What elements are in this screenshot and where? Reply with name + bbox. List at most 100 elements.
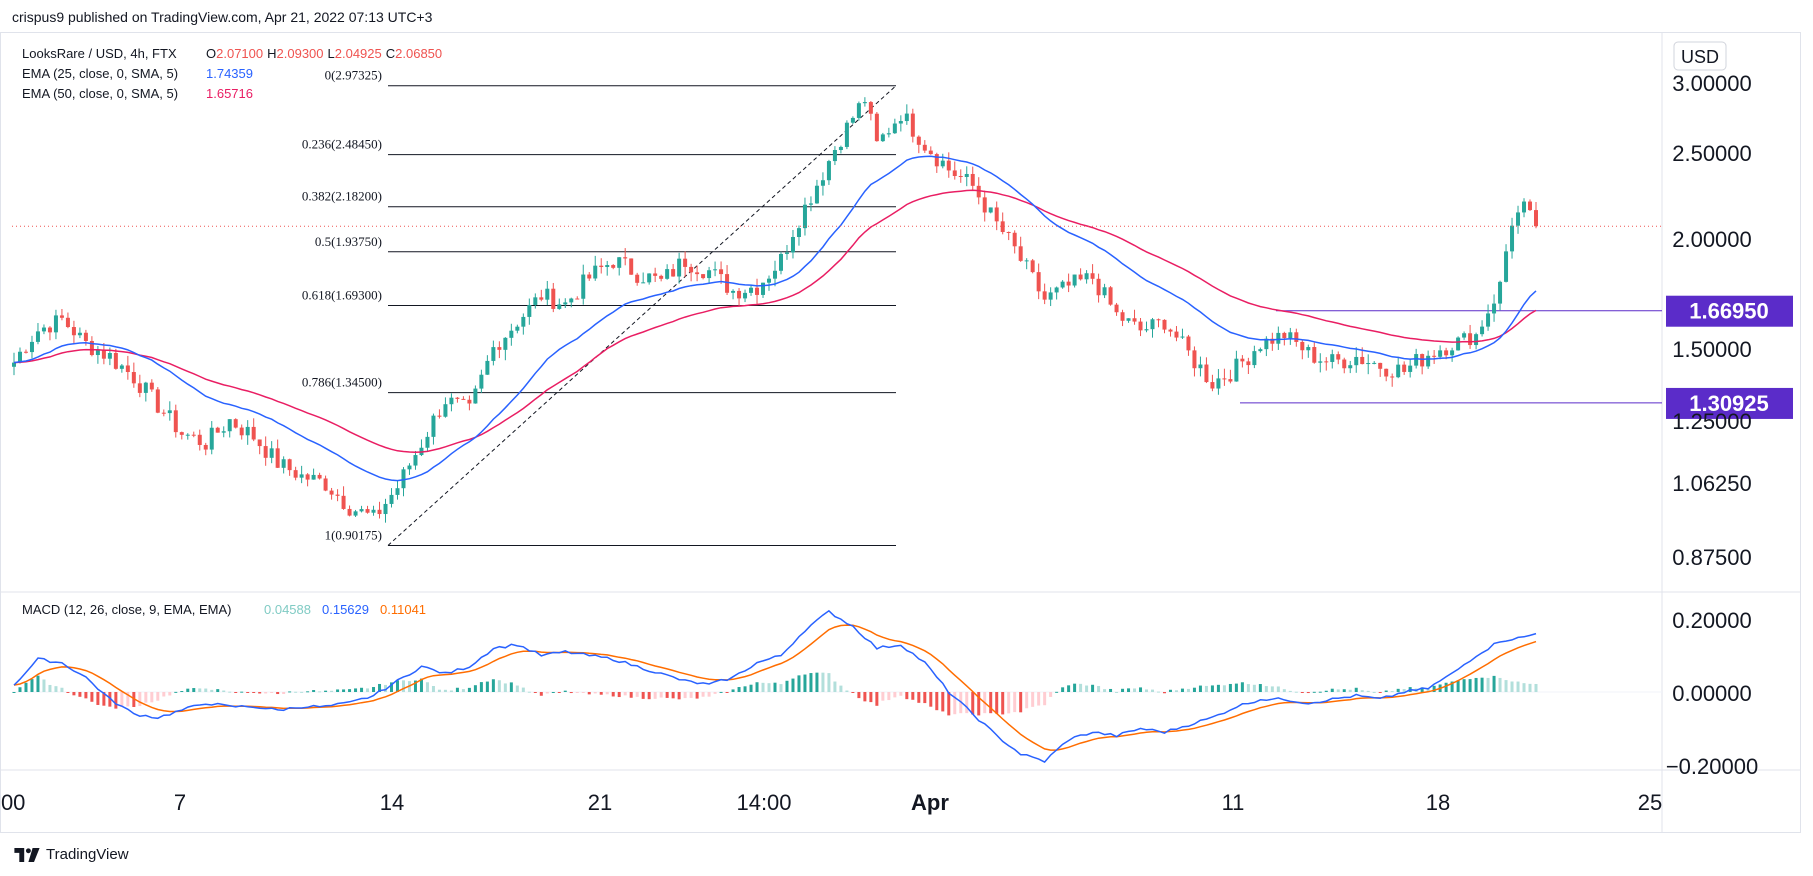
macd-histogram-bar xyxy=(875,692,879,706)
candle-body xyxy=(1246,361,1251,366)
candle-body xyxy=(1462,333,1467,338)
macd-histogram-bar xyxy=(1252,684,1256,692)
macd-histogram-bar xyxy=(779,684,783,692)
horizontal-levels[interactable]: 1.66950 1.30925 xyxy=(1240,295,1793,419)
currency-label: USD xyxy=(1681,47,1719,67)
time-tick-label: 3:00 xyxy=(0,790,25,815)
time-tick-label: 18 xyxy=(1426,790,1450,815)
fibonacci-retracement[interactable]: 0(2.97325) 0.236(2.48450) 0.382(2.18200) 0.… xyxy=(302,68,897,546)
macd-histogram-bar xyxy=(899,692,903,696)
macd-histogram-bar xyxy=(941,692,945,712)
macd-histogram-bar xyxy=(24,682,28,692)
legend-ema50-label[interactable]: EMA (50, close, 0, SMA, 5) xyxy=(22,86,178,101)
macd-histogram-bar xyxy=(767,683,771,692)
candle-body xyxy=(922,144,927,151)
fib-level-label: 0.382(2.18200) xyxy=(302,189,382,204)
macd-line xyxy=(13,609,1537,764)
candle-body xyxy=(1186,336,1191,351)
candle-body xyxy=(1030,260,1035,273)
candle-body xyxy=(826,161,831,181)
legend-macd-signal: 0.11041 xyxy=(380,602,426,617)
candle-body xyxy=(1324,361,1329,363)
macd-histogram-bar xyxy=(557,692,561,693)
legend-macd-label[interactable]: MACD (12, 26, close, 9, EMA, EMA) xyxy=(22,602,232,617)
candle-body xyxy=(1168,329,1173,332)
macd-histogram-bar xyxy=(1073,683,1077,692)
candle-body xyxy=(1348,365,1353,369)
macd-histogram-bar xyxy=(78,692,82,697)
candle-body xyxy=(814,185,819,204)
candle-body xyxy=(443,404,448,417)
candle-body xyxy=(767,278,772,283)
macd-histogram-bar xyxy=(1282,689,1286,692)
macd-histogram-bar xyxy=(1348,689,1352,692)
candle-body xyxy=(802,204,807,229)
candle-body xyxy=(389,494,394,504)
candle-body xyxy=(1270,338,1275,344)
candle-body xyxy=(856,103,861,118)
macd-histogram-bar xyxy=(90,692,94,702)
macd-tick-label: 0.20000 xyxy=(1672,608,1752,633)
candle-body xyxy=(605,265,610,268)
candle-body xyxy=(89,340,94,356)
macd-histogram-bar xyxy=(1294,691,1298,693)
legend-ema25-value: 1.74359 xyxy=(206,66,253,81)
candle-body xyxy=(557,304,562,309)
ohlc-value: 2.04925 xyxy=(335,46,382,61)
candle-body xyxy=(659,275,664,279)
macd-histogram-bar xyxy=(623,692,627,696)
macd-histogram-bar xyxy=(1121,688,1125,692)
macd-histogram-bar xyxy=(288,691,292,693)
candle-body xyxy=(1366,363,1371,365)
candle-body xyxy=(347,508,352,516)
candle-body xyxy=(874,113,879,142)
macd-histogram-bar xyxy=(701,692,705,697)
macd-pane xyxy=(12,609,1662,764)
macd-histogram-bar xyxy=(300,691,304,693)
macd-histogram-bar xyxy=(755,682,759,692)
macd-histogram-bar xyxy=(1204,685,1208,692)
candle-body xyxy=(689,266,694,273)
macd-histogram-bar xyxy=(539,692,543,696)
candle-body xyxy=(569,298,574,303)
candle-body xyxy=(946,160,951,171)
macd-histogram-bar xyxy=(1516,681,1520,692)
candle-body xyxy=(1264,338,1269,350)
candle-body xyxy=(269,448,274,458)
macd-histogram-bar xyxy=(977,692,981,716)
candle-body xyxy=(233,419,238,428)
candle-body xyxy=(1180,336,1185,338)
candle-body xyxy=(910,113,915,137)
macd-histogram-bar xyxy=(1067,685,1071,692)
time-tick-label: 14:00 xyxy=(736,790,791,815)
macd-histogram-bar xyxy=(569,692,573,694)
candles xyxy=(12,97,1538,523)
candle-body xyxy=(29,341,34,353)
macd-histogram-bar xyxy=(683,692,687,699)
fib-trend-line[interactable] xyxy=(387,85,897,546)
legend: LooksRare / USD, 4h, FTX O2.07100 H2.0930… xyxy=(22,41,1727,617)
macd-histogram-bar xyxy=(1444,682,1448,692)
macd-histogram-bar xyxy=(461,689,465,692)
candle-body xyxy=(65,317,70,328)
time-tick-label: Apr xyxy=(911,790,949,815)
candle-body xyxy=(892,123,897,134)
candle-body xyxy=(305,474,310,480)
macd-histogram-bar xyxy=(84,692,88,699)
footer-brand[interactable]: TradingView xyxy=(14,846,129,863)
candle-body xyxy=(1372,362,1377,364)
macd-histogram-bar xyxy=(30,679,34,692)
time-tick-label: 7 xyxy=(174,790,186,815)
macd-histogram-bar xyxy=(1007,692,1011,714)
legend-ema25-label[interactable]: EMA (25, close, 0, SMA, 5) xyxy=(22,66,178,81)
candle-body xyxy=(1174,331,1179,338)
candle-body xyxy=(1426,355,1431,367)
candle-body xyxy=(1234,358,1239,382)
currency-button[interactable]: USD xyxy=(1673,41,1727,71)
legend-symbol[interactable]: LooksRare / USD, 4h, FTX xyxy=(22,46,177,61)
candle-body xyxy=(1282,332,1287,339)
macd-histogram-bar xyxy=(581,692,585,693)
candle-body xyxy=(497,347,502,350)
candle-body xyxy=(47,327,52,333)
